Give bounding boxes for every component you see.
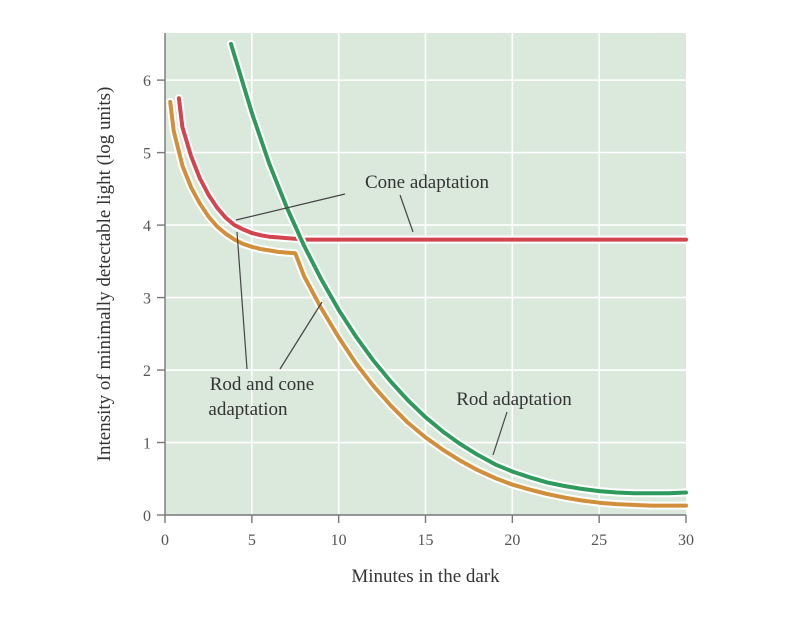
annotation-rod-and-cone-line2: adaptation bbox=[208, 399, 288, 420]
y-tick-label-5: 5 bbox=[143, 146, 151, 163]
leader-cone-left bbox=[235, 193, 346, 221]
y-tick-label-3: 3 bbox=[143, 291, 151, 308]
x-tick-label-30: 30 bbox=[678, 532, 694, 549]
y-tick-label-1: 1 bbox=[143, 436, 151, 453]
x-tick-label-10: 10 bbox=[331, 532, 347, 549]
y-tick-label-0: 0 bbox=[143, 508, 151, 525]
x-tick-label-0: 0 bbox=[161, 532, 169, 549]
series-line-rod-and-cone-adaptation bbox=[168, 99, 688, 508]
leader-rod bbox=[492, 411, 508, 456]
grid-lines bbox=[165, 33, 686, 515]
annotation-rod-and-cone-line1: Rod and cone bbox=[210, 374, 314, 395]
annotation-cone-adaptation: Cone adaptation bbox=[365, 172, 489, 193]
axes: 0 1 2 3 4 5 6 0 5 10 15 20 25 30 bbox=[143, 33, 694, 549]
y-tick-label-4: 4 bbox=[143, 218, 151, 235]
x-tick-label-5: 5 bbox=[248, 532, 256, 549]
x-axis-title: Minutes in the dark bbox=[351, 566, 500, 587]
leader-rodcone-left bbox=[236, 231, 248, 370]
series-line-cone-adaptation bbox=[176, 96, 688, 242]
y-tick-label-2: 2 bbox=[143, 363, 151, 380]
x-tick-label-25: 25 bbox=[591, 532, 607, 549]
x-tick-label-15: 15 bbox=[418, 532, 434, 549]
y-tick-label-6: 6 bbox=[143, 73, 151, 90]
leader-rodcone-right bbox=[279, 301, 323, 370]
x-tick-label-20: 20 bbox=[504, 532, 520, 549]
annotation-rod-adaptation: Rod adaptation bbox=[456, 389, 572, 410]
series-line-rod-adaptation bbox=[229, 41, 688, 496]
annotations bbox=[235, 193, 508, 456]
series-lines bbox=[166, 39, 690, 510]
leader-cone-right bbox=[399, 194, 414, 233]
y-axis-title: Intensity of minimally detectable light … bbox=[94, 87, 115, 462]
